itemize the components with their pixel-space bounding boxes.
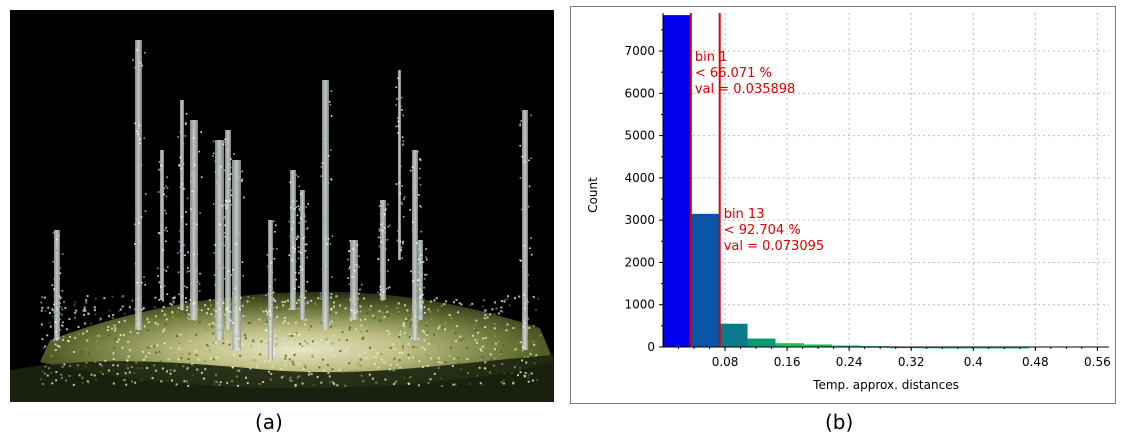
histogram-bar bbox=[690, 213, 720, 347]
forest-point-cloud-image bbox=[10, 10, 554, 402]
annotation-label: bin 13 bbox=[724, 207, 765, 222]
histogram-bar bbox=[944, 346, 974, 349]
axes: 0 1000 2000 3000 4000 5000 6000 7000 0.08 0.16 0.2… bbox=[624, 13, 1111, 369]
histogram-bar bbox=[973, 346, 1002, 349]
caption-a: (a) bbox=[255, 410, 283, 434]
annotation-label: < 66.071 % bbox=[695, 66, 772, 81]
histogram-bar bbox=[832, 345, 861, 348]
point-cloud-photo bbox=[10, 10, 554, 402]
y-tick-label: 3000 bbox=[624, 213, 655, 227]
y-tick-label: 0 bbox=[647, 340, 655, 354]
y-axis-title: Count bbox=[586, 177, 600, 213]
y-tick-label: 6000 bbox=[624, 86, 655, 100]
y-tick-label: 4000 bbox=[624, 171, 655, 185]
histogram-bar bbox=[916, 346, 945, 349]
y-tick-label: 1000 bbox=[624, 298, 655, 312]
x-tick-label: 0.16 bbox=[774, 355, 801, 369]
y-tick-label: 2000 bbox=[624, 255, 655, 269]
annotation-label: < 92.704 % bbox=[724, 223, 801, 238]
caption-b: (b) bbox=[825, 410, 854, 434]
histogram-bar bbox=[663, 15, 691, 348]
x-tick-label: 0.48 bbox=[1022, 355, 1049, 369]
histogram-bar bbox=[1001, 346, 1030, 349]
y-tick-label: 5000 bbox=[624, 129, 655, 143]
histogram-bar bbox=[747, 338, 776, 347]
annotations: bin 1< 66.071 %val = 0.035898 bin 13< 92.… bbox=[689, 13, 824, 347]
annotation-label: val = 0.073095 bbox=[724, 239, 824, 254]
x-tick-label: 0.4 bbox=[964, 355, 983, 369]
grid bbox=[663, 13, 1109, 347]
x-axis-title: Temp. approx. distances bbox=[812, 378, 959, 392]
x-tick-label: 0.32 bbox=[898, 355, 925, 369]
x-tick-label: 0.24 bbox=[836, 355, 863, 369]
annotation-label: bin 1 bbox=[695, 50, 728, 65]
histogram-bar bbox=[775, 343, 805, 347]
histogram-bar bbox=[804, 344, 833, 347]
histogram-bar bbox=[719, 323, 748, 347]
histogram-chart: 0 1000 2000 3000 4000 5000 6000 7000 0.08 0.16 0.2… bbox=[586, 13, 1111, 392]
annotation-label: val = 0.035898 bbox=[695, 82, 795, 97]
x-tick-label: 0.08 bbox=[712, 355, 739, 369]
x-tick-label: 0.56 bbox=[1084, 355, 1111, 369]
y-tick-label: 7000 bbox=[624, 44, 655, 58]
histogram-panel: 0 1000 2000 3000 4000 5000 6000 7000 0.08 0.16 0.2… bbox=[570, 6, 1116, 404]
